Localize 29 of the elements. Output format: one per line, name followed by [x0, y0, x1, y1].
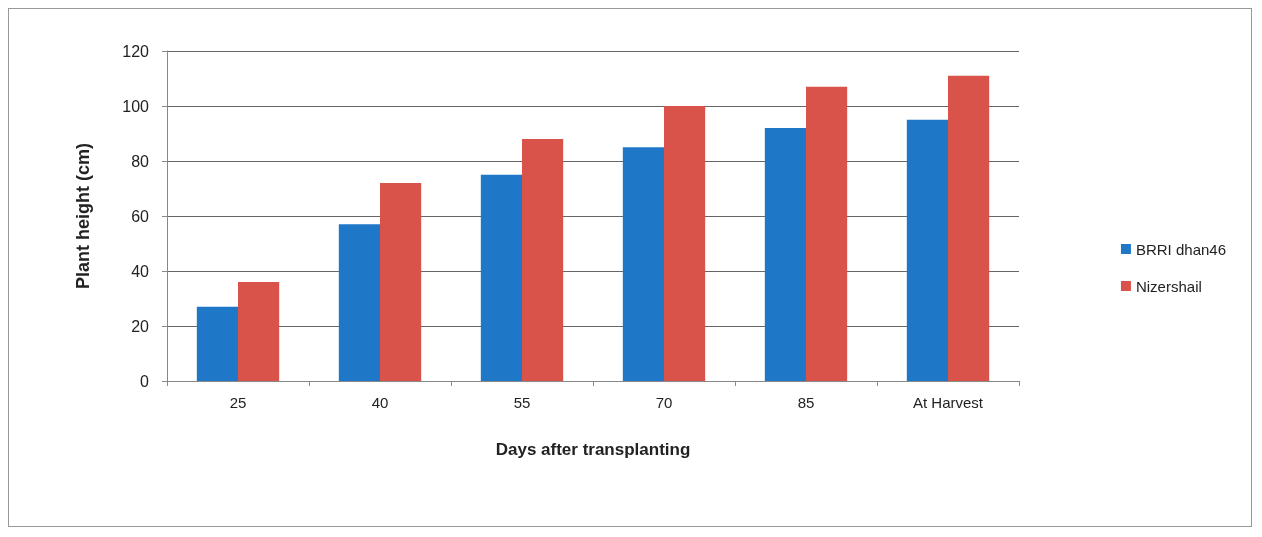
legend-label: BRRI dhan46	[1135, 240, 1226, 258]
legend-label: Nizershail	[1135, 277, 1202, 295]
bar	[238, 282, 280, 381]
bar	[764, 128, 806, 381]
bar	[522, 139, 564, 381]
y-tick-label: 120	[122, 42, 150, 60]
x-tick-label: 40	[371, 394, 389, 411]
x-tick-label: 25	[229, 394, 247, 411]
y-tick-label: 40	[131, 262, 150, 280]
y-tick-label: 60	[131, 207, 150, 225]
y-tick-label: 20	[131, 317, 150, 335]
y-tick-label: 100	[122, 97, 150, 115]
bar	[196, 306, 238, 381]
bar	[480, 174, 522, 381]
x-tick-label: 55	[513, 394, 531, 411]
bar	[906, 119, 948, 381]
x-tick-label: 85	[797, 394, 815, 411]
x-tick-label: At Harvest	[912, 394, 984, 411]
bar	[380, 183, 422, 381]
x-axis-title: Days after transplanting	[495, 440, 691, 459]
bar	[338, 224, 380, 381]
bar	[622, 147, 664, 381]
y-axis-title: Plant height (cm)	[73, 142, 93, 290]
bar	[664, 106, 706, 381]
x-tick-label: 70	[655, 394, 673, 411]
y-tick-label: 80	[131, 152, 150, 170]
bar	[948, 75, 990, 381]
y-tick-label: 0	[140, 372, 150, 390]
bar	[806, 86, 848, 381]
